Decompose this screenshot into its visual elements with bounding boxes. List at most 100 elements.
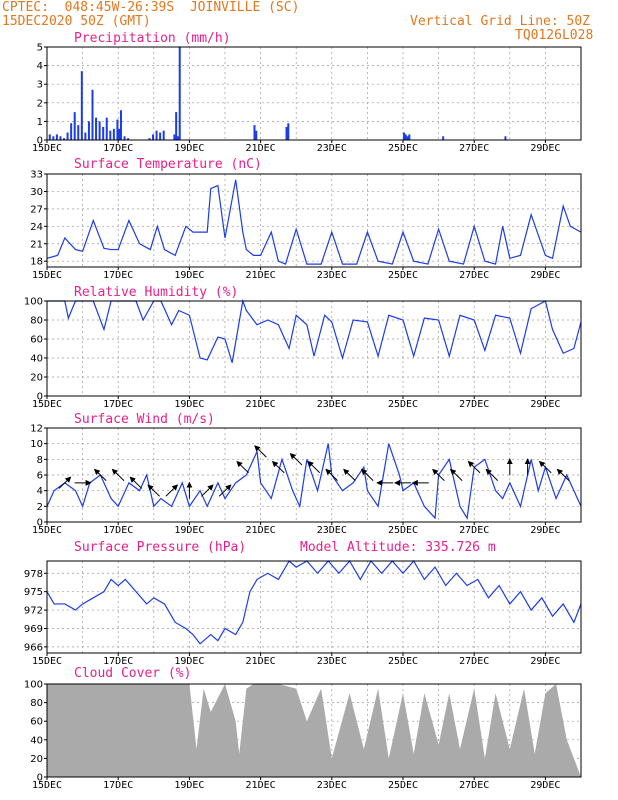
precip-bar (112, 128, 115, 140)
x-tick-label: 25DEC (388, 270, 418, 281)
panel-3: 0 2 4 6 8 10 12 15DEC 17DEC 19DEC 21DEC 23DEC 25DEC 2… (30, 412, 582, 536)
panel-1: 18 21 24 27 30 33 15DEC 17DEC 19DEC 21DEC 23DEC 25D… (30, 157, 582, 281)
x-tick-label: 17DEC (103, 525, 133, 536)
series-line (46, 559, 582, 645)
x-tick-label: 17DEC (103, 399, 133, 410)
x-tick-label: 27DEC (459, 525, 489, 536)
wind-arrow (343, 468, 356, 481)
x-tick-label: 17DEC (103, 656, 133, 667)
y-tick-label: 20 (30, 754, 43, 765)
precip-bar (173, 134, 176, 140)
wind-arrow (467, 460, 481, 474)
precip-bar (70, 123, 73, 140)
panel-title: Surface Wind (m/s) (74, 412, 215, 427)
x-tick-label: 25DEC (388, 143, 418, 154)
panel-title: Cloud Cover (%) (74, 666, 191, 681)
wind-arrow (218, 484, 232, 497)
precip-bar (52, 136, 55, 140)
y-tick-label: 6 (37, 471, 43, 482)
precip-bar (162, 130, 165, 140)
precip-bar (176, 136, 179, 140)
x-tick-label: 15DEC (32, 399, 62, 410)
wind-arrow (165, 484, 179, 497)
precip-bar (84, 132, 87, 140)
y-tick-label: 20 (30, 373, 43, 384)
wind-arrow (289, 453, 303, 466)
x-tick-label: 25DEC (388, 399, 418, 410)
wind-arrow (538, 460, 552, 474)
precip-bar (102, 126, 105, 140)
precip-bar (285, 126, 288, 140)
y-tick-label: 0 (37, 392, 43, 403)
precip-bar (178, 47, 181, 140)
precip-bar (87, 121, 90, 140)
x-tick-label: 21DEC (246, 270, 276, 281)
x-tick-label: 19DEC (174, 656, 204, 667)
x-tick-label: 29DEC (530, 399, 560, 410)
x-tick-label: 19DEC (174, 399, 204, 410)
wind-arrow (449, 468, 463, 481)
x-tick-label: 29DEC (530, 270, 560, 281)
wind-arrow (129, 476, 143, 489)
precip-bar (404, 134, 407, 140)
wind-arrow (271, 460, 285, 474)
precip-bar (159, 132, 162, 140)
panel-2: 0 20 40 60 80 100 15DEC 17DEC 19DEC 21DEC 23DEC 25D… (24, 285, 582, 410)
x-tick-label: 29DEC (530, 780, 560, 791)
y-tick-label: 966 (24, 642, 43, 653)
y-tick-label: 60 (30, 335, 43, 346)
panel-frame (46, 46, 582, 141)
y-tick-label: 18 (30, 257, 43, 268)
run-datetime: 15DEC2020 50Z (GMT) (2, 14, 151, 29)
x-tick-label: 27DEC (459, 143, 489, 154)
y-tick-label: 100 (24, 680, 43, 691)
y-tick-label: 40 (30, 354, 43, 365)
precip-bar (66, 132, 69, 140)
precip-bar (155, 130, 158, 140)
grid-line-note: Vertical Grid Line: 50Z (410, 14, 591, 29)
y-tick-label: 2 (37, 98, 43, 109)
model-code: TQ0126L028 (515, 28, 594, 43)
cloud-area (47, 684, 581, 777)
x-tick-label: 25DEC (388, 780, 418, 791)
y-tick-label: 4 (37, 61, 43, 72)
x-tick-label: 15DEC (32, 270, 62, 281)
precip-bar (116, 119, 119, 140)
wind-arrow (201, 484, 214, 497)
y-tick-label: 975 (24, 587, 43, 598)
y-tick-label: 0 (37, 518, 43, 529)
precip-bar (403, 132, 405, 140)
x-tick-label: 29DEC (530, 143, 560, 154)
precip-bar (63, 138, 66, 140)
series-line (46, 179, 582, 265)
precip-bar (255, 130, 258, 140)
x-tick-label: 25DEC (388, 525, 418, 536)
wind-arrow (254, 445, 267, 458)
x-tick-label: 15DEC (32, 656, 62, 667)
precip-bar (95, 117, 98, 140)
precip-bar (406, 136, 409, 140)
x-tick-label: 27DEC (459, 780, 489, 791)
x-tick-label: 17DEC (103, 780, 133, 791)
x-tick-label: 15DEC (32, 143, 62, 154)
y-tick-label: 3 (37, 80, 43, 91)
y-tick-label: 100 (24, 297, 43, 308)
panel-title: Relative Humidity (%) (74, 285, 238, 300)
x-tick-label: 21DEC (246, 525, 276, 536)
y-tick-label: 972 (24, 606, 43, 617)
x-tick-label: 23DEC (317, 656, 347, 667)
wind-arrow (360, 468, 374, 481)
x-tick-label: 19DEC (174, 780, 204, 791)
precip-bar (73, 112, 76, 140)
y-tick-label: 1 (37, 117, 43, 128)
wind-arrow (432, 468, 445, 481)
precip-bar (253, 125, 256, 140)
station-title: CPTEC: 048:45W-26:39S JOINVILLE (SC) (2, 0, 300, 15)
y-tick-label: 978 (24, 569, 43, 580)
precip-bar (55, 134, 58, 140)
x-tick-label: 21DEC (246, 656, 276, 667)
y-tick-label: 8 (37, 455, 43, 466)
x-tick-label: 27DEC (459, 656, 489, 667)
x-tick-label: 19DEC (174, 270, 204, 281)
